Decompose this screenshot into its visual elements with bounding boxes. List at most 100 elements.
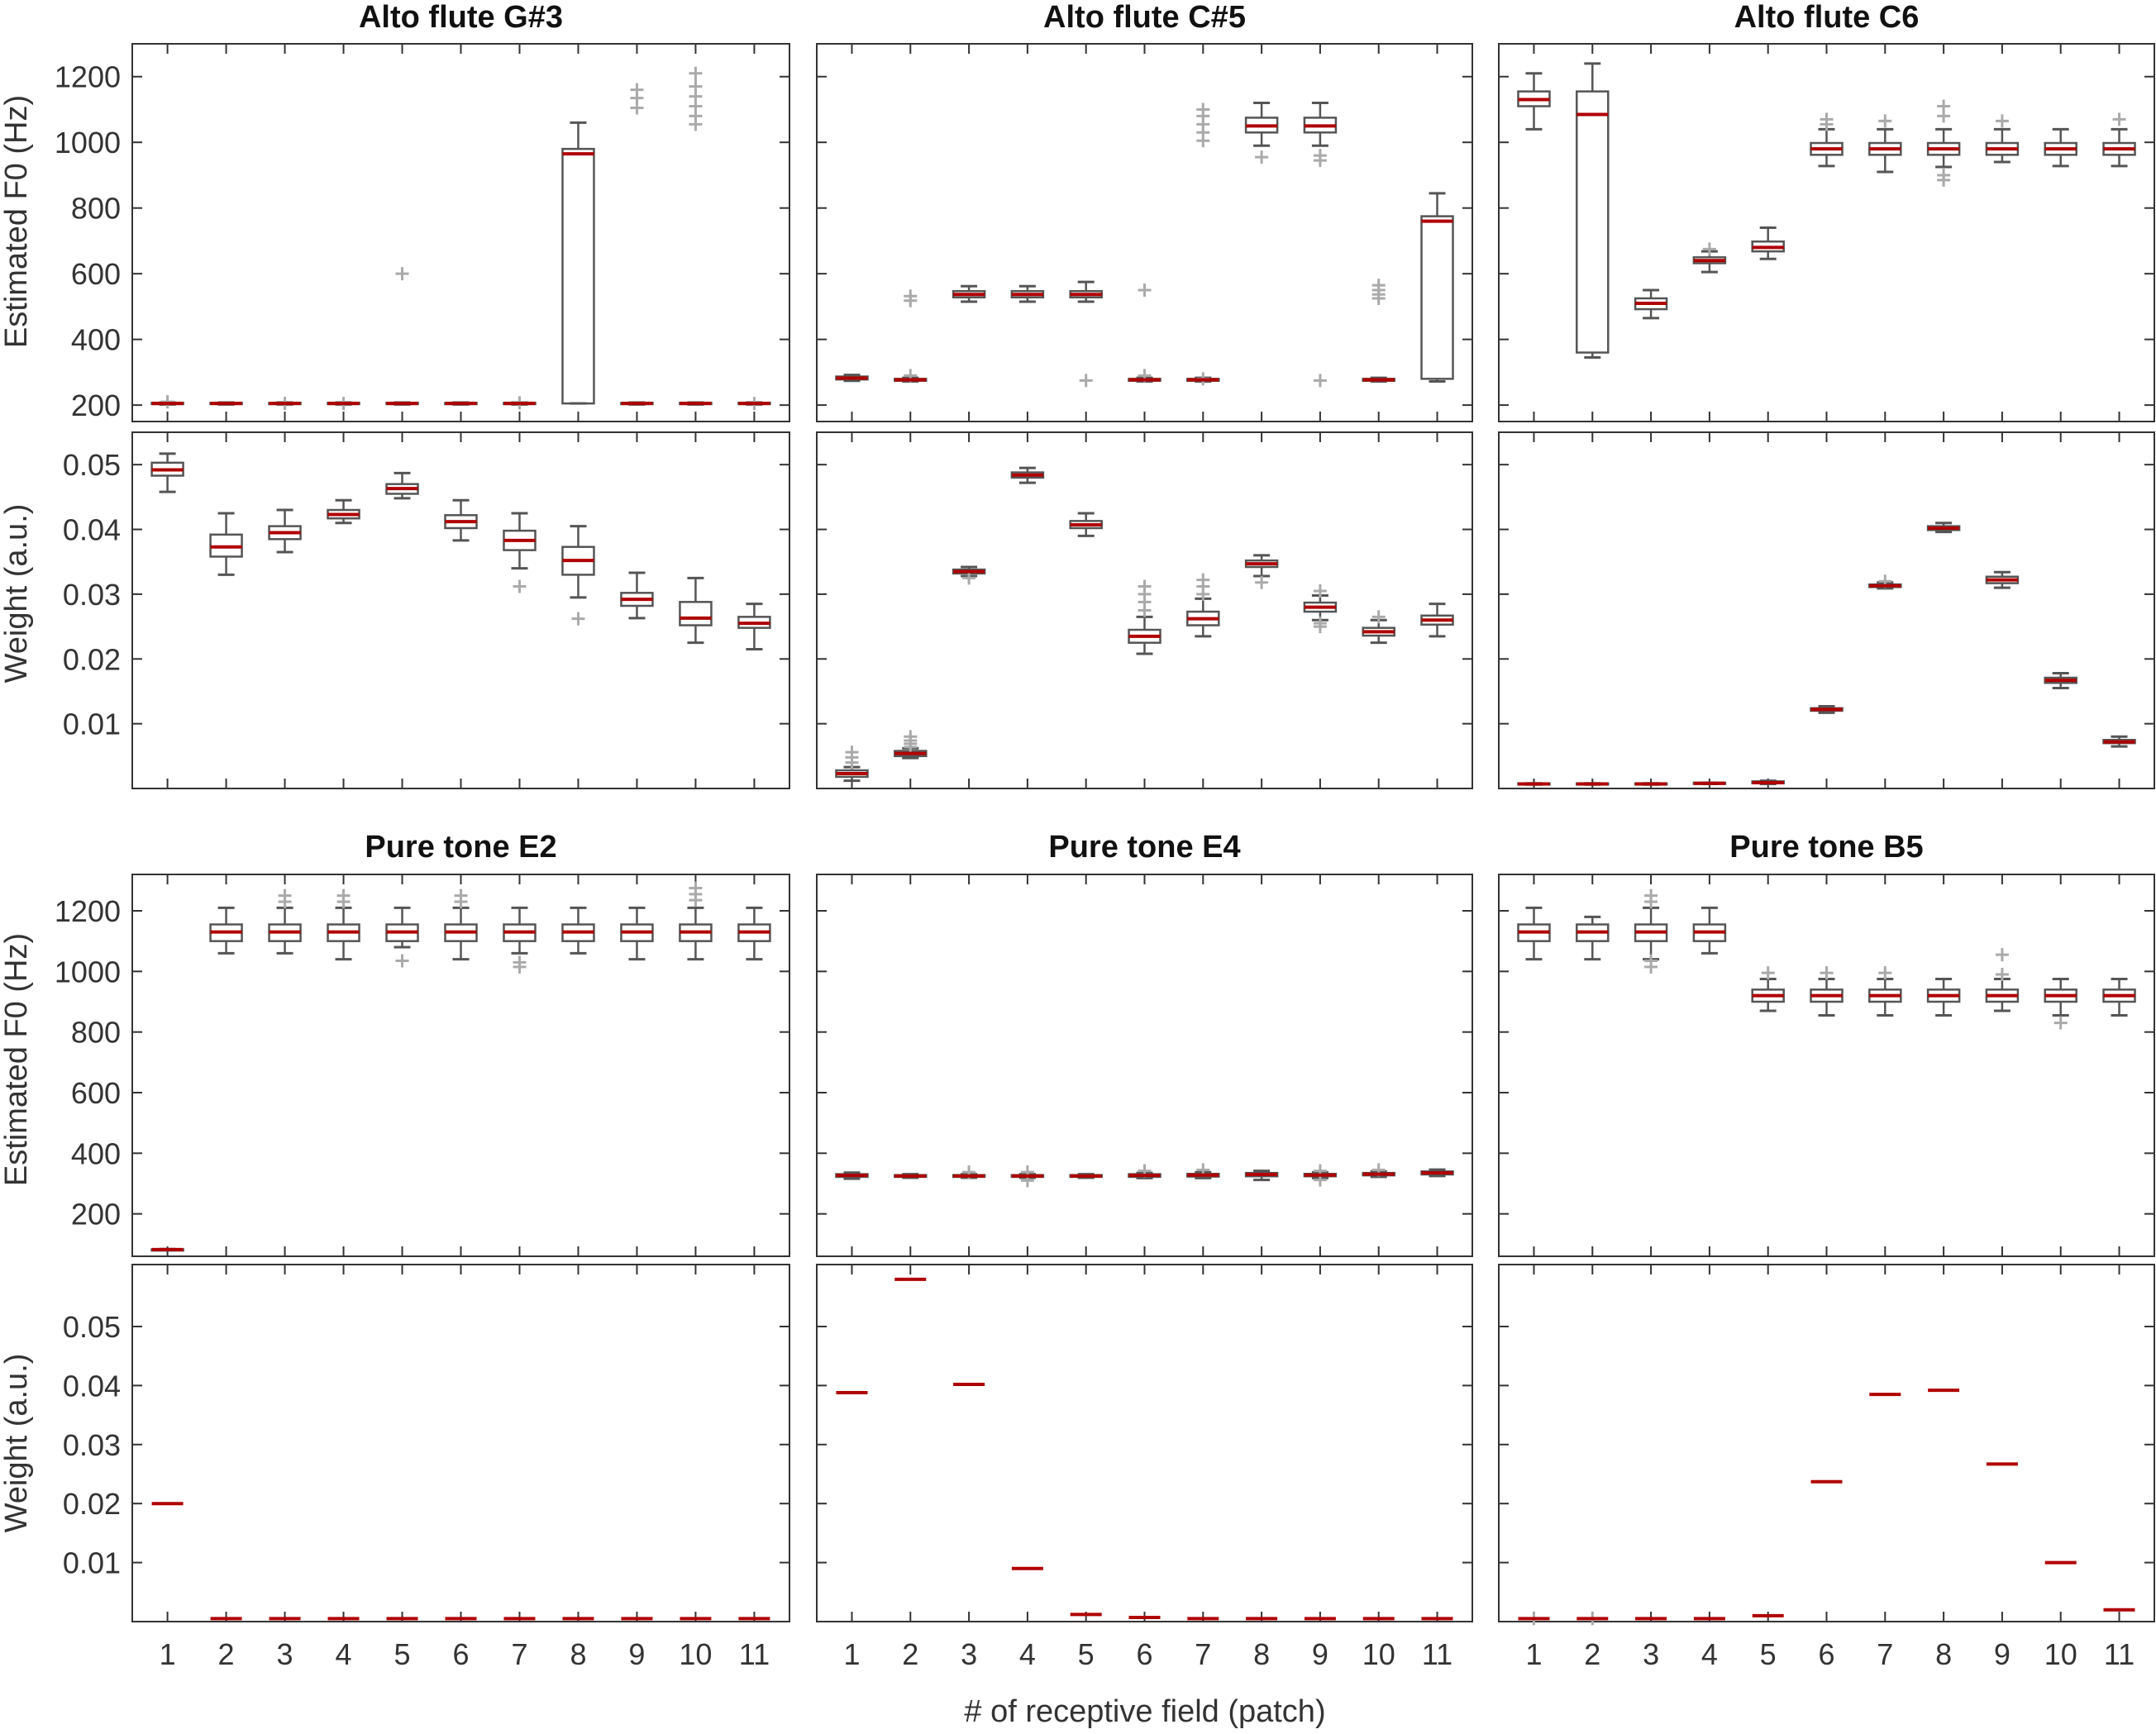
box-8 <box>1244 554 1279 589</box>
y-tick-label: 0.04 <box>63 1369 121 1403</box>
x-tick-label: 8 <box>1935 1637 1952 1671</box>
y-tick-label: 0.04 <box>63 513 121 547</box>
x-tick-label: 2 <box>218 1637 235 1671</box>
axes-frame <box>816 43 1473 422</box>
box-iqr <box>1420 215 1454 380</box>
box-8 <box>1926 99 1961 187</box>
outlier-marker <box>513 579 527 593</box>
axes-frame <box>131 431 790 789</box>
box-10 <box>2044 672 2077 690</box>
outlier-marker <box>1644 888 1658 903</box>
outlier-marker <box>689 79 703 93</box>
box-6 <box>444 401 478 406</box>
y-tick-label: 600 <box>71 1076 121 1110</box>
y-tick-label: 800 <box>71 192 121 226</box>
y-tick-label: 800 <box>71 1016 121 1050</box>
axes-frame <box>1498 1264 2155 1622</box>
outlier-marker <box>962 571 976 585</box>
box-10 <box>679 881 713 961</box>
box-11 <box>1420 603 1454 638</box>
y-tick-label: 0.05 <box>63 448 121 482</box>
outlier-marker <box>1313 617 1327 631</box>
box-5 <box>385 906 419 968</box>
outlier-marker <box>904 730 918 744</box>
box-11 <box>2102 112 2136 168</box>
x-tick-label: 2 <box>1584 1637 1600 1671</box>
panel-pure-e2-weight: 0.01 0.02 0.03 0.04 0.05 1 2 3 4 5 6 7 8 9 10 11 Weight … <box>0 1264 790 1671</box>
outlier-marker <box>2112 112 2126 126</box>
box-11 <box>737 603 771 651</box>
box-iqr <box>679 601 713 626</box>
outlier-marker <box>1138 579 1152 593</box>
x-tick-label: 1 <box>1525 1637 1542 1671</box>
box-5 <box>1069 1173 1103 1179</box>
box-4 <box>327 397 360 411</box>
y-tick-label: 0.01 <box>63 1546 121 1580</box>
x-tick-label: 6 <box>452 1637 469 1671</box>
outlier-marker <box>1820 112 1834 126</box>
outlier-marker <box>1761 966 1775 980</box>
x-tick-label: 7 <box>1877 1637 1893 1671</box>
x-tick-label: 1 <box>843 1637 860 1671</box>
x-tick-label: 4 <box>1019 1637 1036 1671</box>
x-tick-label: 9 <box>1312 1637 1328 1671</box>
box-9 <box>1985 114 2020 164</box>
box-1 <box>150 395 184 409</box>
box-7 <box>1868 574 1902 590</box>
box-9 <box>1985 948 2020 1012</box>
box-3 <box>1634 288 1668 320</box>
box-11 <box>737 906 771 961</box>
box-10 <box>1362 279 1395 383</box>
box-7 <box>1868 114 1902 174</box>
x-tick-label: 11 <box>1422 1637 1452 1671</box>
box-2 <box>209 401 243 406</box>
box-10 <box>1362 610 1395 645</box>
box-2 <box>1576 1612 1609 1626</box>
y-axis-label: Estimated F0 (Hz) <box>0 95 34 348</box>
outlier-marker <box>1196 573 1210 587</box>
axes-frame <box>1498 43 2155 422</box>
panel-alto-c6-f0: Alto flute C6 <box>1498 0 2155 422</box>
box-1 <box>1517 782 1551 786</box>
box-1 <box>1517 906 1551 961</box>
box-11 <box>2102 735 2136 748</box>
panel-pure-b5-f0: Pure tone B5 <box>1498 830 2155 1257</box>
panel-alto-c6-weight <box>1498 431 2155 789</box>
box-10 <box>679 66 713 406</box>
x-tick-label: 11 <box>739 1637 770 1671</box>
box-11 <box>1420 1168 1454 1178</box>
box-6 <box>1128 1164 1161 1179</box>
box-3 <box>268 508 302 554</box>
x-tick-label: 11 <box>2104 1637 2135 1671</box>
y-tick-label: 0.02 <box>63 642 121 676</box>
box-3 <box>952 1165 986 1179</box>
box-8 <box>561 525 595 626</box>
box-8 <box>1926 522 1961 534</box>
box-1 <box>835 1171 869 1180</box>
axes-frame <box>131 1264 790 1622</box>
y-axis-label: Estimated F0 (Hz) <box>0 933 34 1186</box>
box-2 <box>894 730 928 760</box>
y-tick-label: 200 <box>71 388 121 422</box>
panel-title: Alto flute C6 <box>1734 0 1920 35</box>
x-tick-label: 7 <box>511 1637 527 1671</box>
box-7 <box>1186 573 1220 638</box>
axes-frame <box>131 43 790 422</box>
box-1 <box>150 1247 184 1252</box>
y-tick-label: 400 <box>71 1136 121 1170</box>
box-5 <box>385 471 419 500</box>
x-tick-label: 5 <box>394 1637 411 1671</box>
box-6 <box>444 888 478 961</box>
axes-frame <box>1498 431 2155 789</box>
x-tick-label: 5 <box>1760 1637 1777 1671</box>
outlier-marker <box>1995 948 2009 962</box>
x-tick-label: 10 <box>679 1637 712 1671</box>
outlier-marker <box>689 66 703 80</box>
x-tick-label: 10 <box>2044 1637 2077 1671</box>
box-6 <box>1810 966 1844 1017</box>
box-8 <box>1926 978 1961 1017</box>
y-tick-label: 400 <box>71 323 121 357</box>
box-6 <box>1128 579 1161 655</box>
outlier-marker <box>1995 114 2009 128</box>
box-11 <box>1420 192 1454 383</box>
